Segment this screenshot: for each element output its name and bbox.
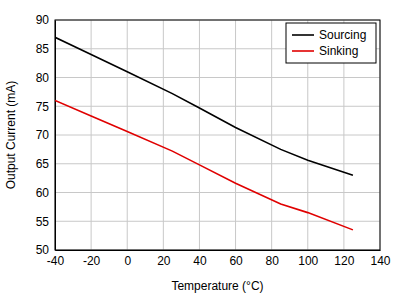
x-tick: -20 (83, 250, 101, 268)
plot: -40 -20 0 20 40 60 80 100 120 140 50 55 60 65 70 75 80 85… (36, 13, 391, 267)
legend: Sourcing Sinking (286, 23, 376, 63)
x-tick: -40 (47, 250, 65, 268)
y-tick: 60 (36, 186, 55, 200)
y-tick-label: 55 (36, 215, 50, 229)
y-tick-label: 70 (36, 128, 50, 142)
x-tick-label: 60 (229, 254, 243, 268)
y-grid-line (55, 106, 380, 107)
x-tick-label: 140 (370, 254, 390, 268)
y-grid-line (55, 163, 380, 164)
y-axis: 50 55 60 65 70 75 80 85 90 (36, 13, 56, 257)
y-tick: 75 (36, 100, 55, 114)
x-tick-label: -40 (47, 254, 65, 268)
y-tick: 90 (36, 13, 55, 27)
x-tick-label: 80 (265, 254, 279, 268)
x-tick: 100 (298, 250, 318, 268)
grid (55, 20, 380, 250)
x-axis-line (56, 250, 381, 251)
legend-box (286, 23, 376, 63)
y-tick-label: 50 (36, 243, 50, 257)
y-tick: 55 (36, 215, 55, 229)
x-tick-label: 40 (193, 254, 207, 268)
x-tick: 0 (124, 250, 131, 268)
y-tick-label: 60 (36, 186, 50, 200)
y-tick: 85 (36, 42, 55, 56)
x-tick: 120 (334, 250, 354, 268)
y-tick: 65 (36, 157, 55, 171)
series-line (55, 101, 353, 230)
y-axis-line (55, 21, 56, 251)
legend-swatch (292, 34, 314, 36)
y-grid-line (55, 192, 380, 193)
x-tick-label: 20 (157, 254, 171, 268)
x-tick: 140 (370, 250, 390, 268)
lines (55, 37, 353, 230)
x-tick-label: 0 (124, 254, 131, 268)
legend-swatch (292, 50, 314, 52)
x-tick-label: 120 (334, 254, 354, 268)
x-tick: 20 (157, 250, 171, 268)
y-tick: 50 (36, 243, 55, 257)
y-tick-label: 80 (36, 71, 50, 85)
y-tick: 80 (36, 71, 55, 85)
y-axis-title: Output Current (mA) (4, 81, 18, 190)
y-tick-label: 75 (36, 100, 50, 114)
x-tick: 80 (265, 250, 279, 268)
y-grid-line (55, 77, 380, 78)
y-tick: 70 (36, 128, 55, 142)
x-tick: 40 (193, 250, 207, 268)
x-tick: 60 (229, 250, 243, 268)
legend-label: Sinking (319, 44, 358, 58)
x-tick-label: 100 (298, 254, 318, 268)
chart: -40 -20 0 20 40 60 80 100 120 140 50 55 60 65 70 75 80 85… (0, 0, 396, 298)
y-tick-label: 90 (36, 13, 50, 27)
x-tick-label: -20 (83, 254, 101, 268)
x-axis-title: Temperature (°C) (171, 279, 263, 293)
legend-label: Sourcing (319, 28, 366, 42)
x-axis: -40 -20 0 20 40 60 80 100 120 140 (47, 250, 391, 268)
plot-frame (55, 20, 380, 250)
y-tick-label: 65 (36, 157, 50, 171)
y-tick-label: 85 (36, 42, 50, 56)
y-grid-line (55, 135, 380, 136)
